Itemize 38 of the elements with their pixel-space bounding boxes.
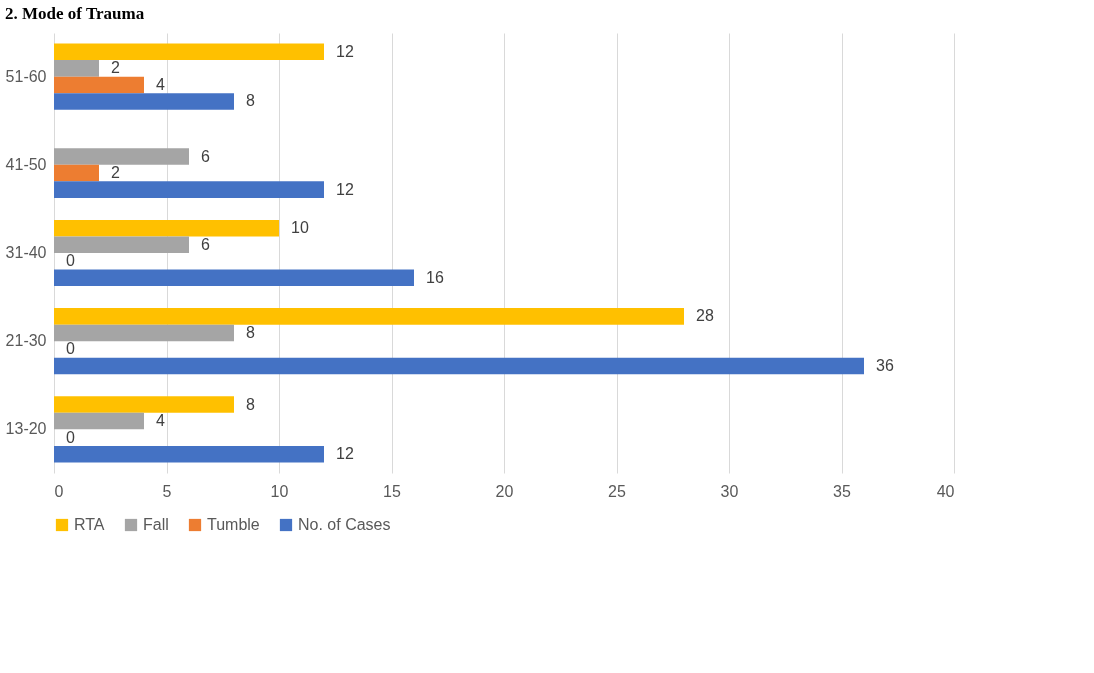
chart-title: 2. Mode of Trauma — [5, 4, 145, 23]
data-label: 10 — [291, 219, 309, 237]
y-tick-label: 31-40 — [5, 244, 47, 261]
data-label: 6 — [201, 235, 210, 253]
legend-label: RTA — [74, 516, 105, 533]
y-tick-label: 21-30 — [5, 332, 47, 350]
x-tick-label: 25 — [608, 482, 626, 500]
data-label: 2 — [111, 59, 120, 77]
x-tick-label: 20 — [495, 482, 514, 500]
data-label: 12 — [336, 445, 354, 463]
data-label: 8 — [246, 395, 255, 413]
data-label: 12 — [336, 42, 354, 60]
data-label: 4 — [156, 75, 165, 93]
legend-label: No. of Cases — [298, 516, 391, 533]
data-label: 0 — [66, 252, 75, 270]
data-label: 28 — [696, 307, 714, 325]
x-tick-label: 10 — [270, 482, 289, 500]
y-tick-label: 13-20 — [5, 420, 47, 438]
data-label: 4 — [156, 412, 165, 430]
x-tick-label: 30 — [720, 482, 739, 500]
data-label: 8 — [246, 323, 255, 341]
x-tick-label: 5 — [162, 482, 172, 500]
data-label: 16 — [426, 268, 444, 286]
y-tick-label: 41-50 — [5, 155, 47, 173]
data-label: 8 — [246, 92, 255, 110]
data-label: 0 — [66, 428, 75, 446]
data-label: 36 — [876, 356, 894, 374]
data-label: 12 — [336, 180, 354, 198]
x-tick-label: 0 — [54, 482, 64, 500]
x-tick-label: 15 — [383, 482, 401, 500]
legend-label: Tumble — [207, 516, 260, 533]
y-tick-label: 51-60 — [5, 67, 47, 85]
legend-label: Fall — [143, 516, 169, 533]
x-tick-label: 35 — [833, 482, 851, 500]
data-label: 0 — [66, 340, 75, 358]
data-label: 2 — [111, 164, 120, 182]
x-tick-label: 40 — [936, 482, 955, 500]
data-label: 6 — [201, 147, 210, 165]
